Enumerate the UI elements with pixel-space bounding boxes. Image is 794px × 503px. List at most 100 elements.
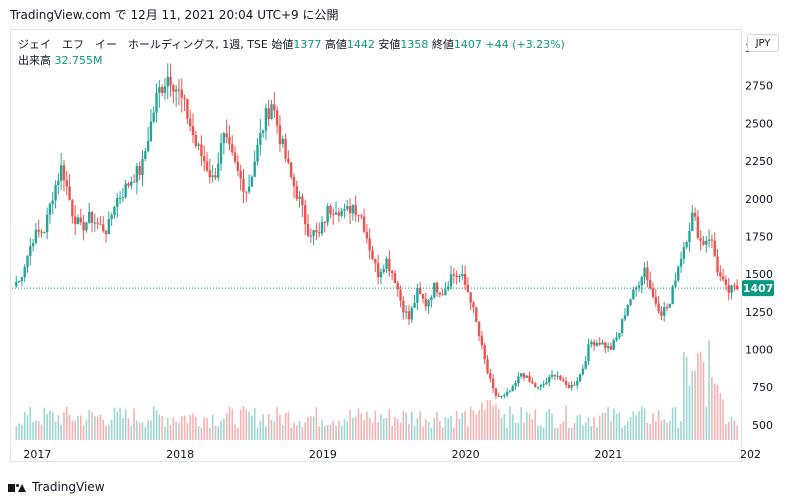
candle-body — [332, 214, 335, 216]
volume-bar — [189, 415, 191, 440]
price-chart-panel[interactable] — [10, 29, 742, 462]
candle-body — [525, 375, 528, 378]
volume-bar — [410, 411, 413, 440]
volume-bar — [554, 427, 556, 440]
volume-bar — [467, 426, 469, 440]
candle-body — [410, 307, 413, 320]
volume-bar — [573, 423, 576, 440]
candle-body — [231, 144, 234, 153]
candle-body — [404, 311, 408, 313]
volume-bar — [601, 412, 604, 440]
candle-body — [20, 277, 24, 282]
candle-body — [592, 341, 596, 346]
volume-bar — [506, 427, 508, 440]
candle-body — [71, 200, 74, 217]
volume-bar — [436, 412, 438, 440]
candle-body — [177, 89, 181, 91]
candle-body — [306, 224, 310, 236]
volume-bar — [582, 425, 584, 440]
candle-body — [500, 396, 503, 398]
volume-bar — [228, 406, 231, 440]
volume-bar — [458, 418, 461, 440]
volume-bar — [430, 427, 433, 440]
x-tick-label: 2019 — [309, 448, 337, 461]
candle-body — [447, 286, 450, 290]
candle-body — [65, 180, 68, 187]
volume-value: 32.755M — [54, 54, 103, 67]
candle-body — [660, 311, 663, 316]
volume-bar — [382, 418, 385, 440]
candle-body — [23, 267, 26, 278]
candle-body — [657, 303, 660, 312]
volume-bar — [444, 417, 447, 440]
volume-bar — [203, 417, 206, 440]
candle-body — [452, 274, 456, 276]
volume-bar — [520, 407, 522, 440]
candle-body — [281, 138, 284, 145]
volume-bar — [657, 410, 660, 440]
candle-body — [724, 279, 728, 285]
volume-bar — [267, 414, 270, 440]
volume-bar — [556, 427, 559, 440]
volume-bar — [705, 406, 708, 440]
candle-body — [211, 175, 214, 178]
candle-body — [76, 217, 80, 225]
candle-body — [90, 212, 94, 223]
volume-bar — [144, 426, 147, 440]
volume-bar — [273, 421, 276, 440]
volume-bar — [640, 406, 643, 440]
x-tick-label: 2017 — [23, 448, 51, 461]
currency-button[interactable]: JPY — [747, 34, 779, 52]
candle-body — [494, 388, 498, 396]
candle-body — [88, 212, 91, 223]
volume-bar — [37, 420, 40, 440]
volume-bar — [427, 421, 430, 440]
volume-bar — [248, 411, 250, 440]
candle-body — [37, 229, 40, 232]
volume-bar — [102, 419, 105, 440]
volume-bar — [716, 384, 719, 440]
candle-body — [713, 240, 716, 257]
volume-bar — [133, 408, 135, 440]
volume-bar — [108, 424, 110, 440]
candle-body — [584, 361, 587, 369]
candle-body — [107, 218, 111, 235]
candle-body — [458, 276, 461, 278]
candle-body — [735, 285, 739, 290]
candle-body — [472, 302, 475, 308]
candle-body — [31, 242, 35, 247]
volume-bar — [214, 425, 217, 440]
volume-bar — [352, 417, 354, 440]
volume-bar — [225, 413, 228, 440]
volume-bar — [88, 409, 91, 440]
candle-body — [82, 222, 85, 231]
candle-body — [256, 144, 259, 162]
volume-bar — [279, 414, 281, 440]
volume-bar — [354, 416, 357, 440]
volume-bar — [175, 421, 177, 440]
volume-bar — [68, 414, 71, 440]
candle-body — [539, 385, 543, 387]
candle-body — [413, 302, 416, 308]
candle-body — [536, 386, 540, 388]
volume-bar — [537, 425, 539, 440]
candle-body — [682, 247, 686, 259]
volume-bar — [615, 413, 618, 440]
candle-body — [491, 378, 495, 389]
volume-bar — [54, 421, 57, 440]
candle-body — [79, 217, 82, 223]
volume-bar — [433, 418, 436, 440]
candle-body — [550, 374, 554, 377]
candle-body — [427, 300, 430, 307]
candle-body — [163, 86, 167, 94]
volume-bar — [211, 414, 214, 440]
candle-body — [733, 285, 736, 287]
y-tick-label: 1500 — [745, 268, 773, 281]
candle-body — [121, 197, 125, 199]
volume-bar — [371, 422, 374, 440]
candle-body — [59, 165, 63, 181]
volume-bar — [702, 361, 705, 440]
volume-bar — [301, 426, 304, 440]
volume-bar — [152, 406, 155, 440]
